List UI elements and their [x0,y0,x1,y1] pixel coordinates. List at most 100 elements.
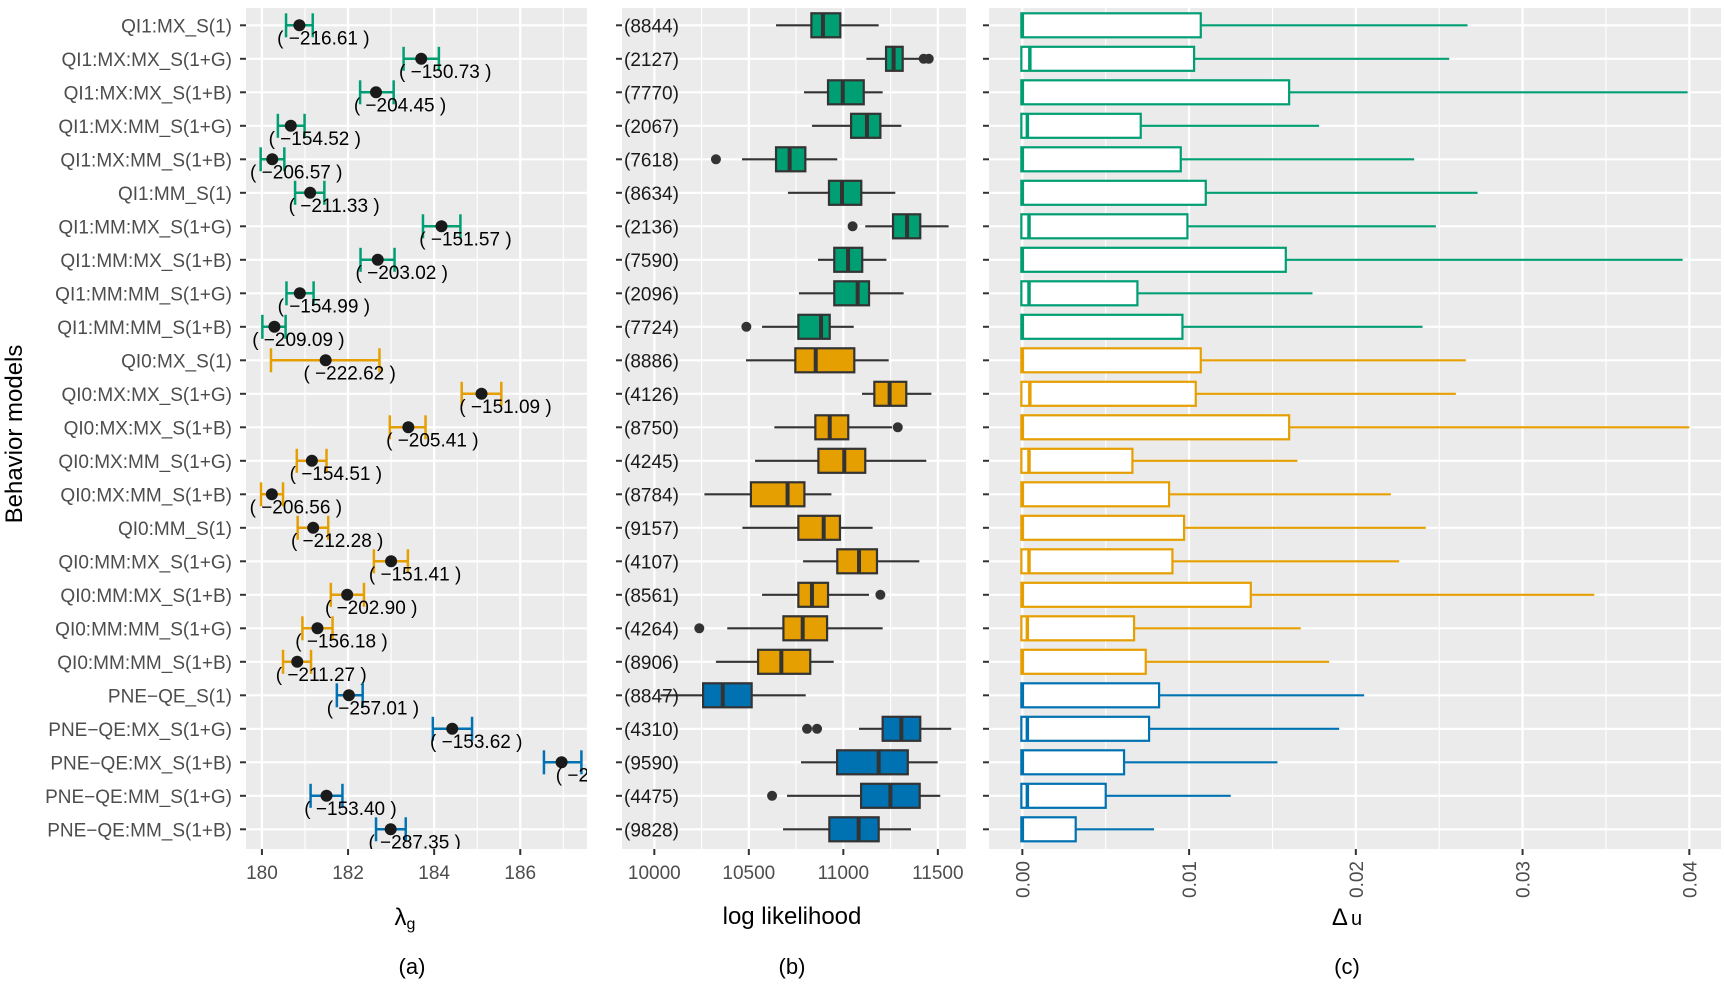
x-tick-label: 10000 [628,863,681,884]
estimate-point [293,287,306,300]
x-tick-label: 0.04 [1680,861,1701,898]
estimate-annotation: ( −206.57 ) [250,162,342,183]
x-tick-label: 0.00 [1013,861,1034,898]
estimate-annotation: ( −205.41 ) [386,430,478,451]
row-label: QI1:MX:MX_S(1+G) [61,50,232,71]
x-tick-label: 0.01 [1180,861,1201,898]
estimate-annotation: ( −263. [556,765,616,786]
box [1020,782,1107,809]
box [828,816,880,843]
sample-count-label: (7618) [624,150,679,171]
panel-c-x-title-sub: u [1351,908,1362,930]
sample-count-label: (4264) [624,619,679,640]
sample-count-label: (8634) [624,184,679,205]
panel-a-caption: (a) [399,954,426,979]
row-label: QI0:MM:MM_S(1+B) [57,653,232,674]
estimate-annotation: ( −222.62 ) [303,363,395,384]
estimate-point [291,655,304,668]
row-label: QI0:MX_S(1) [121,351,232,372]
sample-count-label: (2136) [624,217,679,238]
box [1020,280,1139,307]
sample-count-label: (7590) [624,251,679,272]
outlier-point [802,723,813,734]
estimate-point [311,622,324,635]
box [835,749,909,776]
row-label: QI1:MX:MX_S(1+B) [64,83,232,104]
box [1020,79,1291,106]
panel-c-caption: (c) [1334,954,1360,979]
box [794,347,856,374]
x-tick-label: 182 [332,863,364,884]
sample-count-label: (7724) [624,318,679,339]
estimate-point [402,421,415,434]
row-label: QI1:MM_S(1) [118,184,232,205]
sample-count-label: (8784) [624,485,679,506]
x-tick-label: 10500 [722,863,775,884]
box [1020,179,1207,206]
row-label: QI0:MX:MM_S(1+B) [60,485,232,506]
panel-b-log-likelihood: 10000 10500 11000 11500 (8844) (2127) (7770) (2… [616,8,966,884]
outlier-point [923,53,934,64]
estimate-annotation: ( −211.27 ) [276,665,367,686]
estimate-annotation: ( −154.99 ) [278,296,370,317]
row-label: QI0:MX:MM_S(1+G) [58,452,232,473]
sample-count-label: (8750) [624,418,679,439]
estimate-annotation: ( −151.57 ) [419,229,511,250]
box [1020,447,1134,474]
row-label: QI0:MX:MX_S(1+B) [64,418,232,439]
box [797,313,831,340]
row-label: QI0:MM:MM_S(1+G) [55,619,232,640]
sample-count-label: (8847) [624,686,679,707]
row-label: QI1:MX_S(1) [121,16,232,37]
estimate-point [435,220,448,233]
box [1020,313,1184,340]
row-label: PNE−QE:MX_S(1+B) [50,753,232,774]
estimate-point [307,521,320,534]
estimate-annotation: ( −216.61 ) [277,28,369,49]
box [1020,715,1151,742]
estimate-annotation: ( −212.28 ) [291,531,383,552]
box [1020,682,1161,709]
estimate-annotation: ( −156.18 ) [295,631,387,652]
box [826,79,865,106]
box [1020,146,1182,173]
panel-c-x-title-main: Δ [1332,904,1348,931]
row-label: QI1:MM:MX_S(1+G) [58,217,232,238]
row-label: QI0:MM:MX_S(1+G) [58,552,232,573]
estimate-point [265,488,278,501]
estimate-annotation: ( −153.62 ) [430,732,522,753]
estimate-point [266,153,279,166]
box [1020,581,1252,608]
estimate-point [320,789,333,802]
panel-a-x-axis-title: λg [395,904,416,933]
outlier-point [875,589,886,600]
box [1020,749,1126,776]
panel-a-lambda: 180 182 184 186 ( −216.61 ) ( −150.73 ) ( −204… [45,8,616,884]
row-label: QI1:MX:MM_S(1+B) [60,150,232,171]
estimate-point [475,387,488,400]
box [1020,548,1174,575]
box [817,447,867,474]
row-label: QI1:MM:MX_S(1+B) [60,251,232,272]
sample-count-label: (2127) [624,50,679,71]
estimate-point [293,19,306,32]
sample-count-label: (4310) [624,720,679,741]
box [1020,816,1077,843]
box [1020,414,1291,441]
estimate-point [304,186,317,199]
estimate-annotation: ( −211.33 ) [289,196,380,217]
panel-b-x-axis-title: log likelihood [723,903,862,930]
sample-count-label: (4245) [624,452,679,473]
row-label: QI0:MM_S(1) [118,519,232,540]
row-label: PNE−QE:MM_S(1+G) [45,787,232,808]
box [1020,12,1202,39]
panel-a-marks: ( −216.61 ) ( −150.73 ) ( −204.45 ) ( −154.… [250,13,616,849]
box [827,179,863,206]
estimate-annotation: ( −204.45 ) [354,95,446,116]
x-tick-label: 0.02 [1347,861,1368,898]
box [810,12,842,39]
x-tick-label: 11500 [912,863,963,884]
estimate-point [385,555,398,568]
